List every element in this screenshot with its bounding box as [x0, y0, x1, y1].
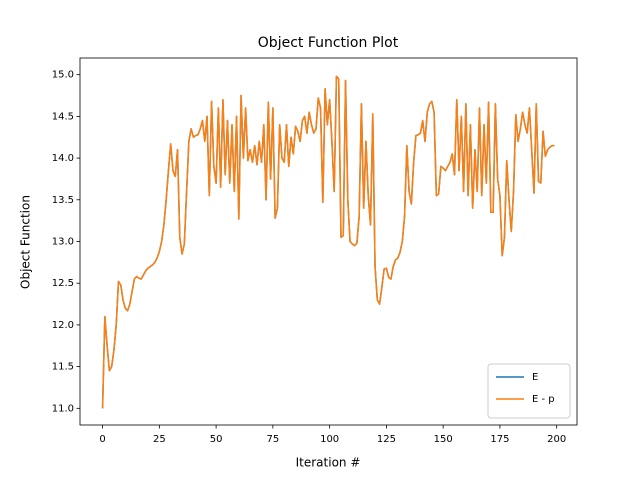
- legend-label: E - p: [532, 394, 555, 405]
- x-tick-label: 75: [267, 434, 280, 445]
- x-tick-label: 100: [320, 434, 339, 445]
- y-tick-label: 15.0: [52, 70, 74, 81]
- y-axis-label: Object Function: [19, 195, 33, 289]
- y-tick-label: 13.5: [52, 195, 74, 206]
- x-tick-label: 125: [377, 434, 396, 445]
- series-line: [101, 75, 555, 409]
- x-tick-label: 175: [490, 434, 509, 445]
- y-tick-label: 12.0: [52, 320, 74, 331]
- chart-title: Object Function Plot: [258, 35, 399, 51]
- legend-box: [487, 363, 571, 419]
- x-tick-label: 0: [99, 434, 105, 445]
- x-tick-label: 200: [547, 434, 566, 445]
- x-tick-label: 50: [210, 434, 223, 445]
- x-tick-label: 150: [434, 434, 453, 445]
- y-tick-label: 11.5: [52, 362, 74, 373]
- y-tick-label: 14.0: [52, 153, 74, 164]
- axes-frame: [79, 57, 578, 426]
- x-tick-label: 25: [153, 434, 166, 445]
- y-tick-label: 14.5: [52, 111, 74, 122]
- y-tick-label: 12.5: [52, 278, 74, 289]
- y-tick-label: 11.0: [52, 403, 74, 414]
- legend-label: E: [532, 372, 538, 383]
- x-axis-label: Iteration #: [296, 456, 361, 470]
- y-tick-label: 13.0: [52, 237, 74, 248]
